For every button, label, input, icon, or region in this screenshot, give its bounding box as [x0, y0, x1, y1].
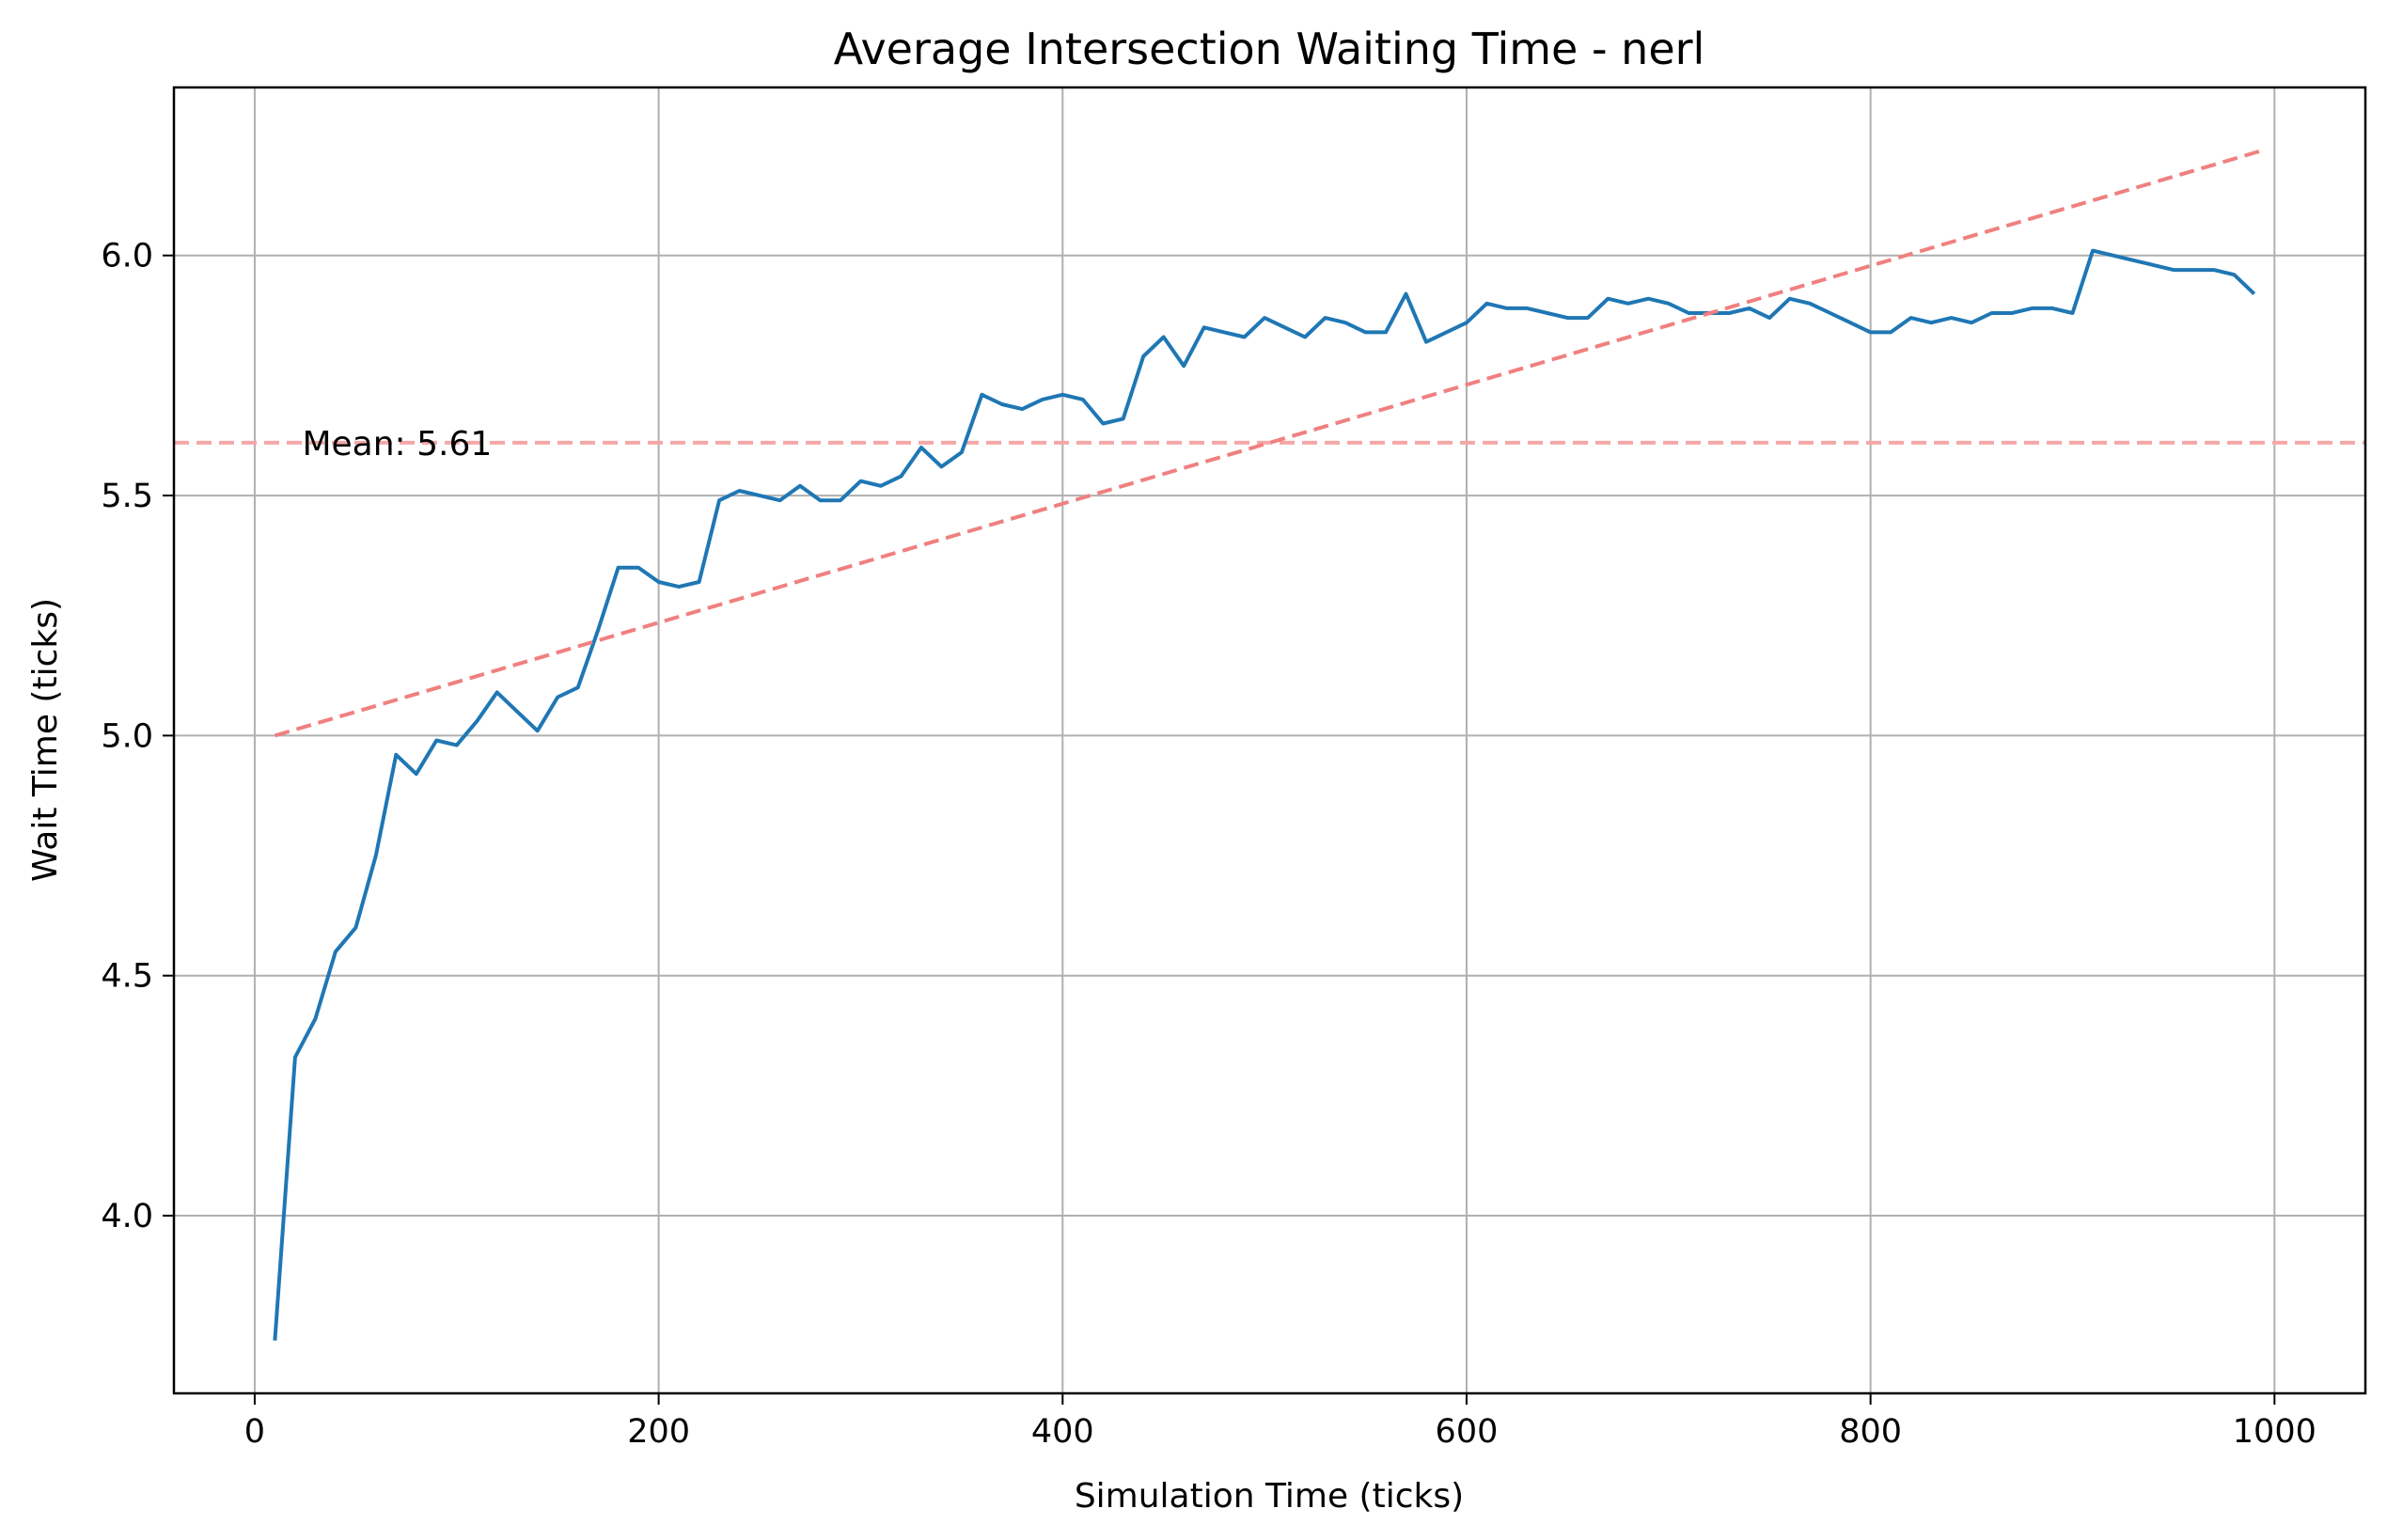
ticks: 0 200 400 600 800 1000 4.0 4.5 5.0 5.5 6.0 — [101, 238, 2316, 1451]
y-tick-label: 6.0 — [101, 238, 153, 275]
x-tick-label: 200 — [627, 1413, 690, 1451]
chart-title: Average Intersection Waiting Time - nerl — [834, 24, 1705, 74]
trend-line — [274, 148, 2266, 738]
mean-annotation: Mean: 5.61 — [302, 425, 492, 464]
y-tick-label: 5.0 — [101, 717, 153, 755]
x-tick-label: 400 — [1031, 1413, 1094, 1451]
x-tick-label: 800 — [1839, 1413, 1902, 1451]
y-tick-label: 5.5 — [101, 478, 153, 515]
x-tick-label: 1000 — [2233, 1413, 2316, 1451]
wait-time-series-line — [273, 248, 2256, 1341]
series-lines — [273, 148, 2266, 1341]
x-tick-label: 0 — [244, 1413, 265, 1451]
grid — [174, 87, 2365, 1393]
y-axis-label: Wait Time (ticks) — [26, 598, 65, 882]
y-tick-label: 4.0 — [101, 1198, 153, 1235]
y-tick-label: 4.5 — [101, 958, 153, 996]
x-tick-label: 600 — [1436, 1413, 1499, 1451]
x-axis-label: Simulation Time (ticks) — [1075, 1477, 1464, 1516]
plot-frame — [172, 86, 2367, 1395]
